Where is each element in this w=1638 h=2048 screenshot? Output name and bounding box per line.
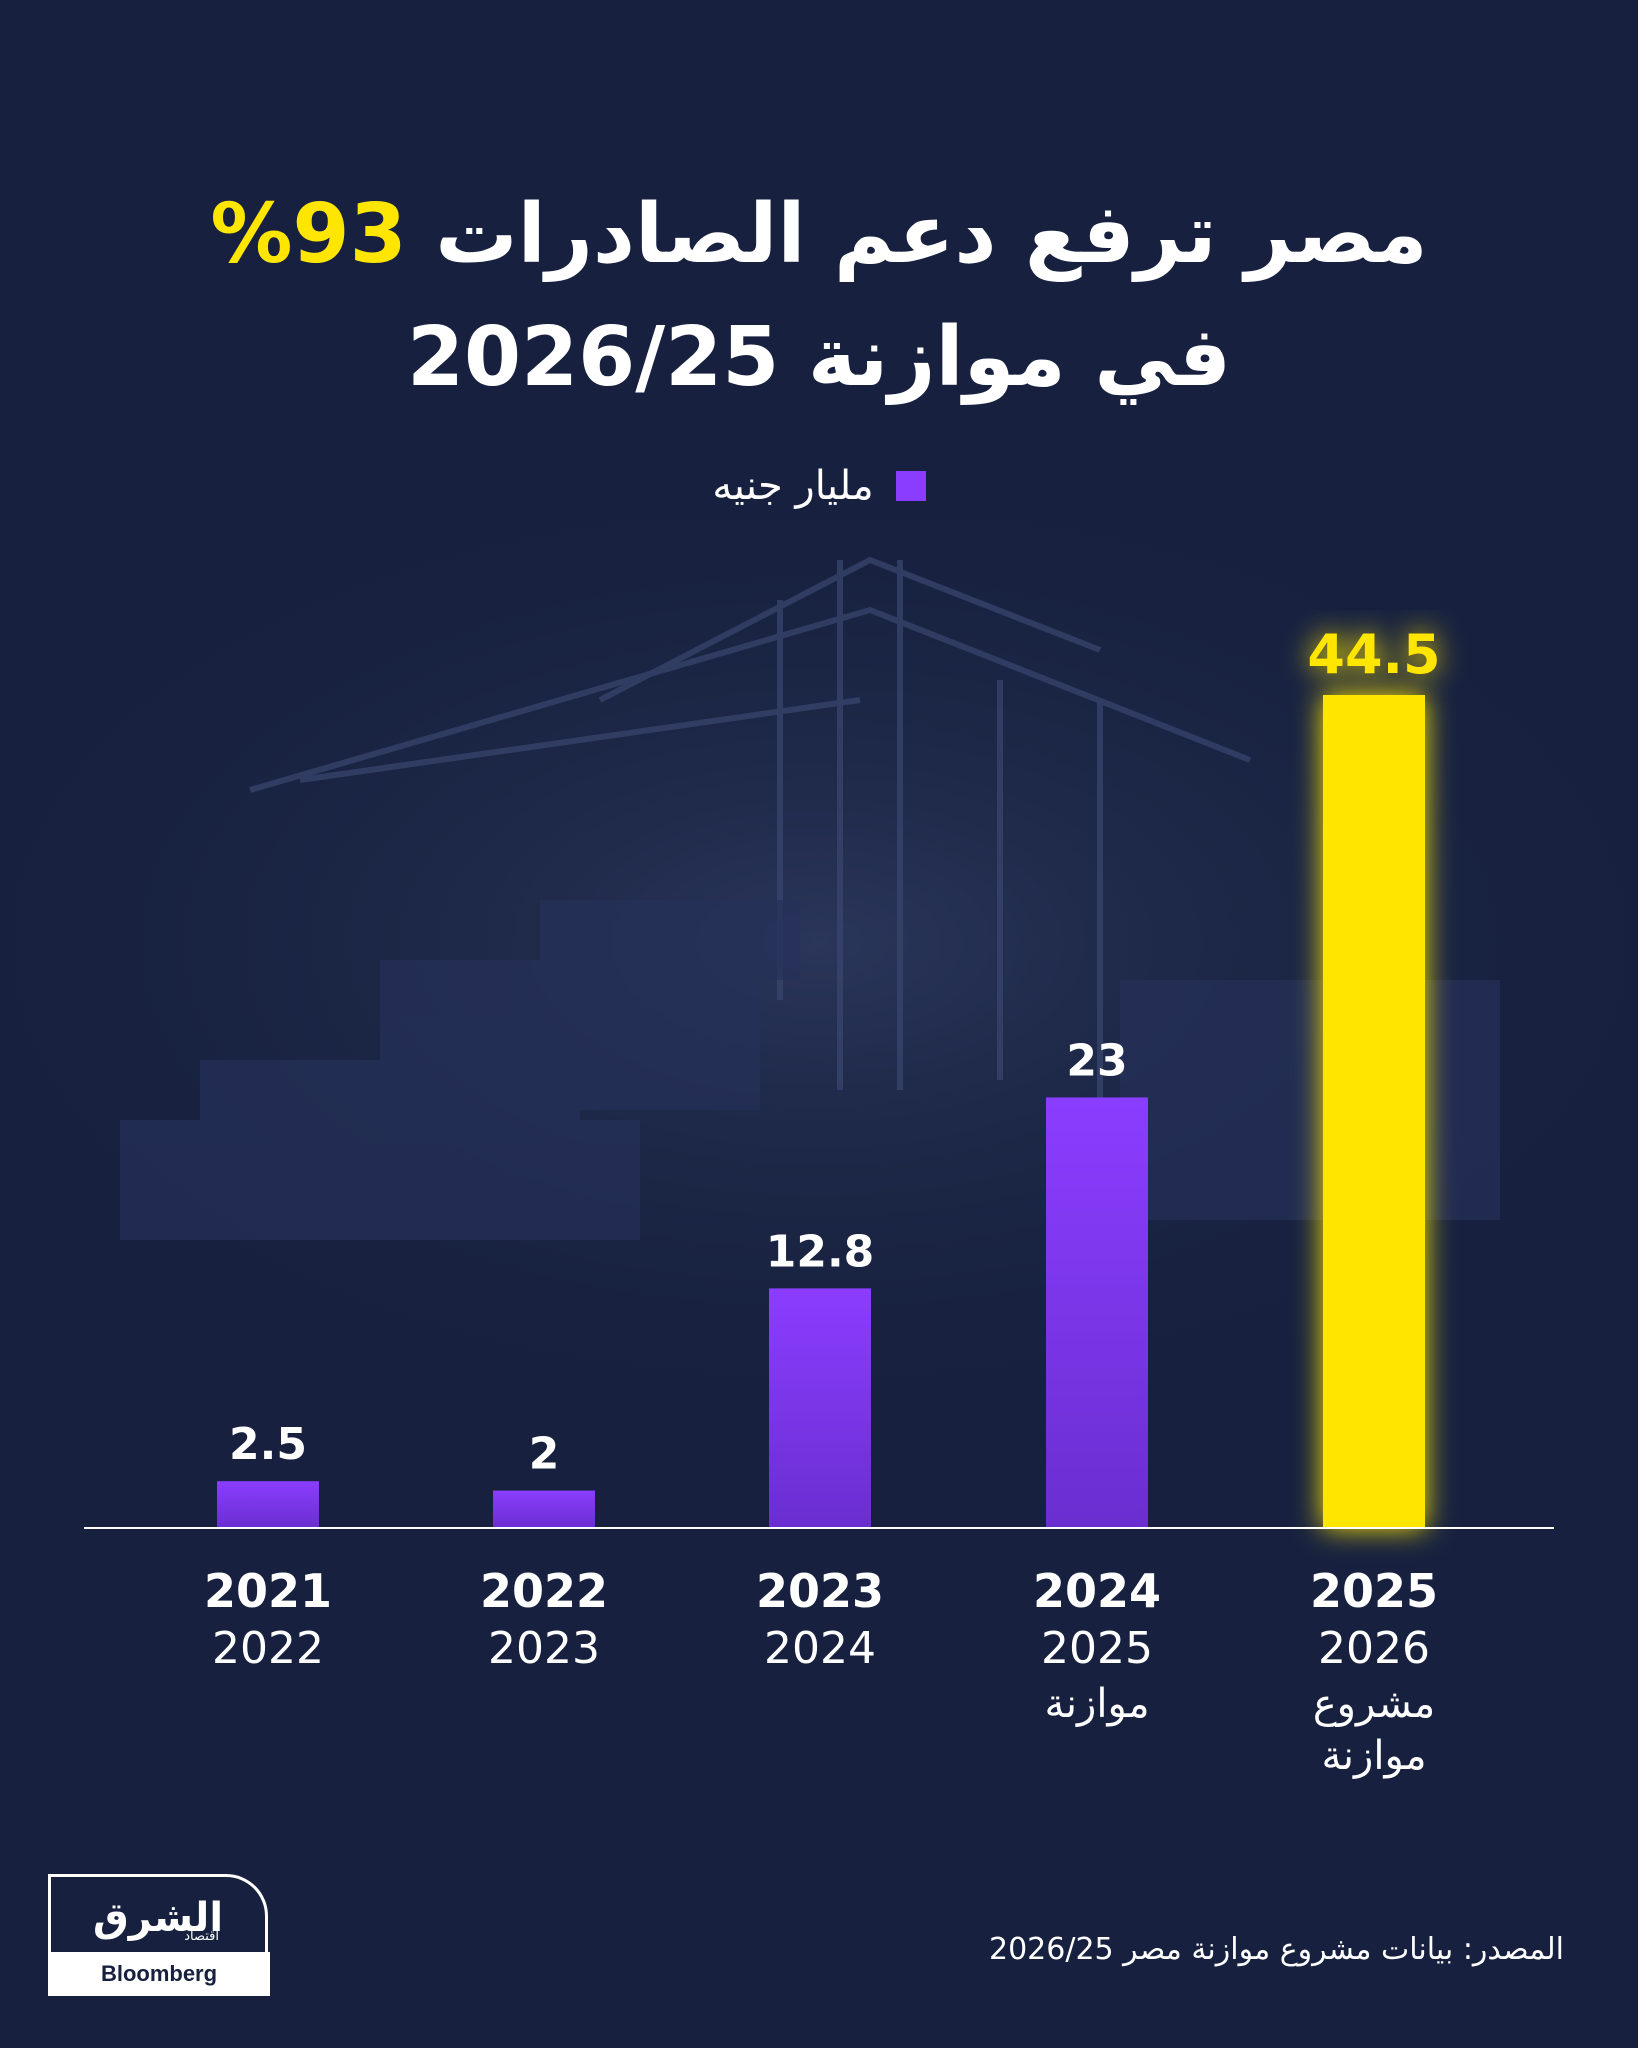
bar-2021 [217,1481,319,1528]
x-category-year-end: 2023 [488,1623,600,1674]
value-label-2021: 2.5 [229,1419,307,1470]
bar-2024 [1046,1097,1148,1528]
value-label-2024: 23 [1066,1035,1127,1086]
x-category-note: مشروع موازنة [1312,1681,1436,1779]
value-label-2025: 44.5 [1307,623,1440,686]
value-label-2023: 12.8 [766,1226,875,1277]
bar-2022 [493,1490,595,1528]
x-category-year-end: 2024 [764,1623,876,1674]
value-label-2022: 2 [529,1429,560,1480]
x-category-2021: 2021 2022 [148,1562,388,1678]
x-category-2023: 2023 2024 [700,1562,940,1678]
x-category-2024: 2024 2025 موازنة [977,1562,1217,1730]
x-category-year-start: 2022 [479,1564,609,1618]
x-category-2025: 2025 2026 مشروع موازنة [1254,1562,1494,1782]
legend-swatch [895,471,926,501]
x-category-year-start: 2023 [755,1564,885,1618]
x-category-year-start: 2024 [1032,1564,1162,1618]
x-category-2022: 2022 2023 [424,1562,664,1678]
x-category-note: موازنة [1044,1681,1150,1727]
legend: مليار جنيه [0,463,1638,509]
bar-2025 [1323,695,1425,1528]
legend-label: مليار جنيه [712,463,874,509]
logo-arabic: الشرق [92,1894,224,1941]
title-line-1: مصر ترفع دعم الصادرات 93% [0,185,1638,285]
source-note: المصدر: بيانات مشروع موازنة مصر 2026/25 [988,1932,1564,1967]
bar-2023 [769,1288,871,1528]
x-category-year-start: 2021 [203,1564,333,1618]
logo-arabic-sub: اقتصاد [184,1929,219,1944]
logo-english: Bloomberg [100,1961,218,1986]
x-category-year-end: 2025 [1041,1623,1153,1674]
x-category-year-end: 2022 [212,1623,324,1674]
logo-bottom-bar: Bloomberg [48,1952,270,1996]
x-category-year-start: 2025 [1309,1564,1439,1618]
title-highlight-percent: 93% [210,187,407,282]
x-category-year-end: 2026 [1318,1623,1430,1674]
title-line-2: في موازنة 2026/25 [406,310,1232,405]
logo-top-box: الشرق اقتصاد [48,1874,268,1952]
title-text: مصر ترفع دعم الصادرات [435,187,1428,282]
asharq-bloomberg-logo: الشرق اقتصاد Bloomberg [48,1874,270,1996]
